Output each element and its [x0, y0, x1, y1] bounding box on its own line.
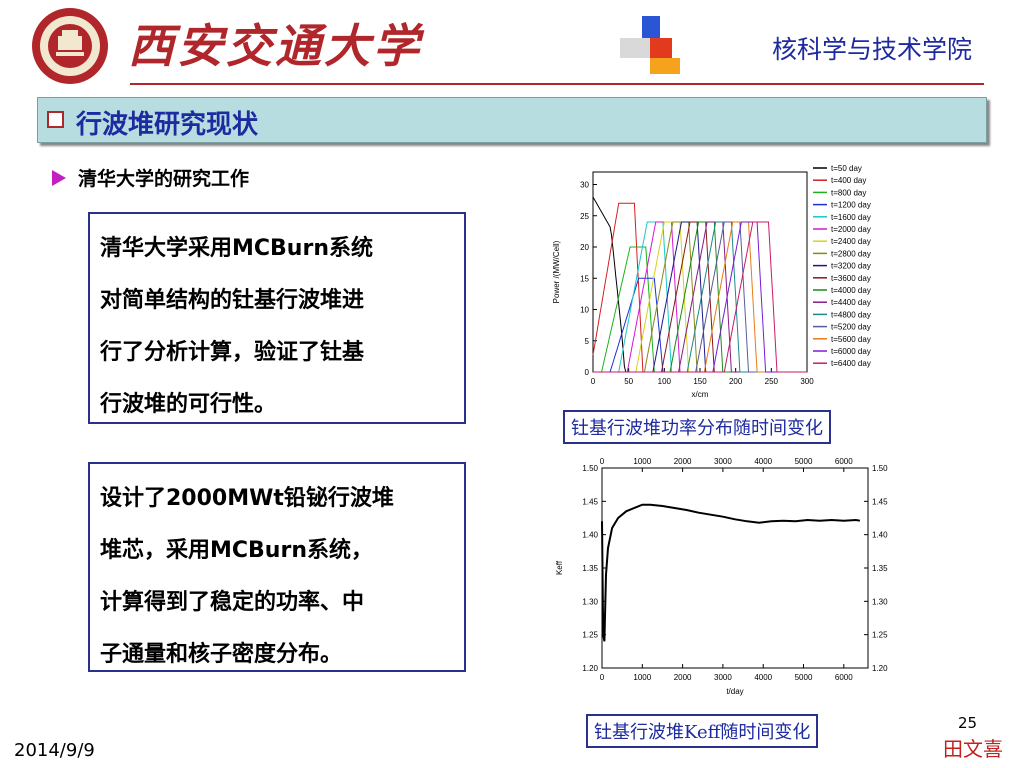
author-name: 田文喜	[943, 737, 1003, 761]
text-line: 对简单结构的钍基行波堆进	[100, 288, 365, 313]
y-tick-label-right: 1.45	[872, 497, 888, 506]
y-tick-label: 1.45	[582, 497, 598, 506]
x-tick-label-top: 1000	[633, 457, 651, 466]
x-tick-label-top: 6000	[835, 457, 853, 466]
arrow-bullet-icon	[52, 169, 66, 186]
x-tick-label: 6000	[835, 673, 853, 682]
power-distribution-chart: 0 50 100 150 200 250 300 0 5 10 15 20 25 30 x/cm Power …	[552, 164, 871, 399]
legend-label: t=50 day	[831, 164, 862, 173]
decorative-squares-icon	[620, 16, 680, 74]
y-tick-label: 0	[585, 368, 590, 377]
x-tick-label: 200	[729, 377, 743, 386]
legend-label: t=2800 day	[831, 249, 871, 258]
page-number: 25	[958, 714, 978, 732]
legend-label: t=4400 day	[831, 298, 871, 307]
x-tick-label: 0	[591, 377, 596, 386]
legend-label: t=3600 day	[831, 274, 871, 283]
date: 2014/9/9	[14, 740, 95, 761]
x-axis-label: t/day	[726, 687, 743, 696]
x-tick-label-top: 4000	[754, 457, 772, 466]
x-tick-label: 0	[600, 673, 605, 682]
description-box-1: 清华大学采用MCBurn系统 对简单结构的钍基行波堆进 行了分析计算，验证了钍基…	[88, 212, 466, 424]
x-tick-label: 4000	[754, 673, 772, 682]
legend-label: t=2400 day	[831, 237, 871, 246]
legend-label: t=5600 day	[831, 335, 871, 344]
y-tick-label-right: 1.20	[872, 664, 888, 673]
x-tick-label-top: 0	[600, 457, 605, 466]
x-tick-label: 50	[624, 377, 633, 386]
x-tick-label-top: 5000	[795, 457, 813, 466]
university-name: 西安交通大学	[128, 19, 422, 73]
legend-label: t=5200 day	[831, 323, 871, 332]
x-tick-label: 300	[800, 377, 814, 386]
y-tick-label-right: 1.40	[872, 531, 888, 540]
section-banner: 行波堆研究现状	[37, 97, 987, 143]
y-tick-label: 10	[580, 306, 589, 315]
y-tick-label: 30	[580, 181, 589, 190]
legend-label: t=1200 day	[831, 201, 871, 210]
y-tick-label: 1.20	[582, 664, 598, 673]
text-line: 行了分析计算，验证了钍基	[100, 340, 365, 365]
y-tick-label: 15	[580, 274, 589, 283]
y-tick-label: 1.25	[582, 631, 598, 640]
y-tick-label: 20	[580, 243, 589, 252]
description-box-2: 设计了2000MWt铅铋行波堆 堆芯，采用MCBurn系统， 计算得到了稳定的功…	[88, 462, 466, 672]
x-tick-label: 3000	[714, 673, 732, 682]
college-name: 核科学与技术学院	[771, 35, 972, 64]
x-tick-label: 2000	[674, 673, 692, 682]
y-tick-label-right: 1.50	[872, 464, 888, 473]
series-line	[593, 221, 807, 373]
subheading: 清华大学的研究工作	[52, 164, 249, 191]
y-tick-label: 1.30	[582, 597, 598, 606]
legend-label: t=2000 day	[831, 225, 871, 234]
y-tick-label-right: 1.25	[872, 631, 888, 640]
legend-label: t=6000 day	[831, 347, 871, 356]
x-tick-label: 150	[693, 377, 707, 386]
text-line: 计算得到了稳定的功率、中	[100, 590, 365, 615]
subheading-text: 清华大学的研究工作	[78, 168, 250, 190]
x-tick-label-top: 3000	[714, 457, 732, 466]
legend-label: t=800 day	[831, 188, 866, 197]
series-line	[592, 202, 807, 373]
text-line: 子通量和核子密度分布。	[100, 642, 343, 667]
x-tick-label: 100	[658, 377, 672, 386]
checkbox-bullet-icon	[47, 111, 64, 128]
series-line	[592, 196, 807, 373]
y-tick-label-right: 1.35	[872, 564, 888, 573]
legend-label: t=3200 day	[831, 262, 871, 271]
legend-label: t=6400 day	[831, 359, 871, 368]
y-tick-label: 5	[585, 337, 590, 346]
caption-power-chart: 钍基行波堆功率分布随时间变化	[563, 410, 831, 444]
header-divider	[130, 83, 984, 85]
series-line	[593, 221, 807, 373]
legend-label: t=1600 day	[831, 213, 871, 222]
caption-keff-chart: 钍基行波堆Keff随时间变化	[586, 714, 819, 748]
text-line: 行波堆的可行性。	[100, 392, 277, 417]
section-title: 行波堆研究现状	[76, 110, 259, 140]
university-seal-logo	[32, 8, 108, 84]
y-tick-label-right: 1.30	[872, 597, 888, 606]
y-tick-label: 1.35	[582, 564, 598, 573]
keff-line	[601, 503, 861, 642]
text-line: 清华大学采用MCBurn系统	[100, 236, 373, 261]
x-tick-label: 250	[765, 377, 779, 386]
y-axis-label: Keff	[555, 560, 564, 575]
keff-chart: 0 0 1000 1000 2000 2000 3000 3000 4000 4000 5000 50…	[555, 457, 888, 696]
legend-label: t=4800 day	[831, 310, 871, 319]
series-line	[593, 277, 807, 373]
x-tick-label: 5000	[795, 673, 813, 682]
x-tick-label-top: 2000	[674, 457, 692, 466]
text-line: 设计了2000MWt铅铋行波堆	[100, 486, 394, 511]
x-tick-label: 1000	[633, 673, 651, 682]
text-line: 堆芯，采用MCBurn系统，	[100, 538, 373, 563]
legend-label: t=4000 day	[831, 286, 871, 295]
y-tick-label: 1.50	[582, 464, 598, 473]
y-tick-label: 1.40	[582, 531, 598, 540]
legend-label: t=400 day	[831, 176, 866, 185]
y-tick-label: 25	[580, 212, 589, 221]
y-axis-label: Power /(MW/Cell)	[552, 240, 561, 303]
plot-frame	[601, 467, 869, 669]
x-axis-label: x/cm	[692, 390, 709, 399]
